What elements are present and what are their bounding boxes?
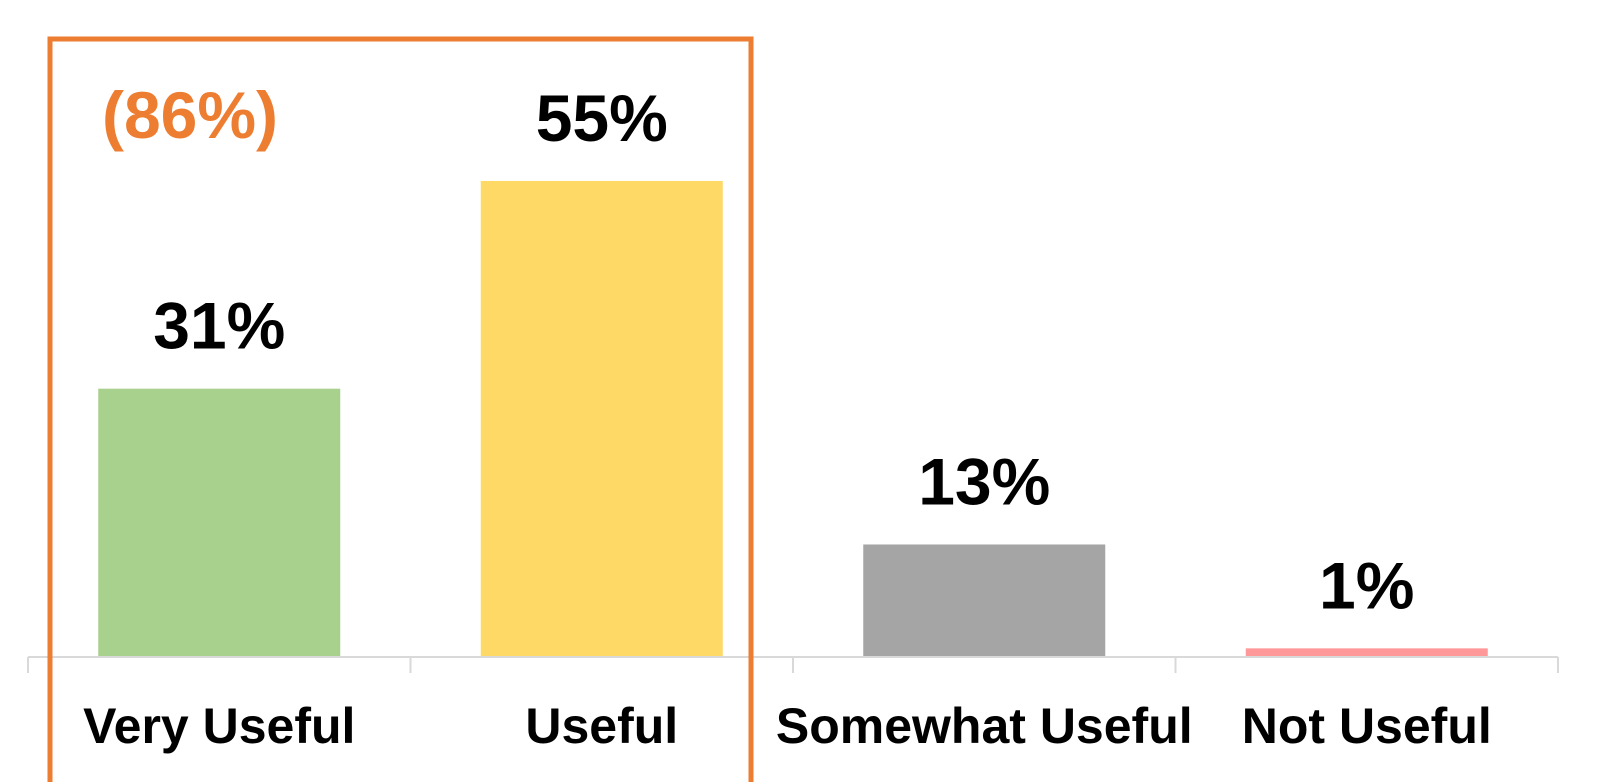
bar-somewhat-useful (863, 544, 1106, 657)
labels-group: 31% Very Useful 55% Useful 13% Somewhat Usefu… (83, 81, 1492, 754)
bar-useful (480, 180, 723, 657)
x-tick-label: Very Useful (83, 698, 355, 754)
data-label: 1% (1319, 548, 1414, 622)
bar-very-useful (98, 388, 341, 657)
bar-not-useful (1245, 648, 1488, 657)
data-label: 13% (918, 444, 1050, 518)
x-tick-label: Useful (525, 698, 678, 754)
highlight-group: (86%) (47, 36, 754, 782)
x-axis (27, 656, 1559, 673)
bars-group (98, 180, 1488, 657)
highlight-label: (86%) (102, 78, 278, 152)
data-label: 31% (153, 289, 285, 363)
x-tick-label: Not Useful (1242, 698, 1492, 754)
highlight-box (47, 36, 754, 782)
x-tick-label: Somewhat Useful (776, 698, 1193, 754)
data-label: 55% (536, 81, 668, 155)
